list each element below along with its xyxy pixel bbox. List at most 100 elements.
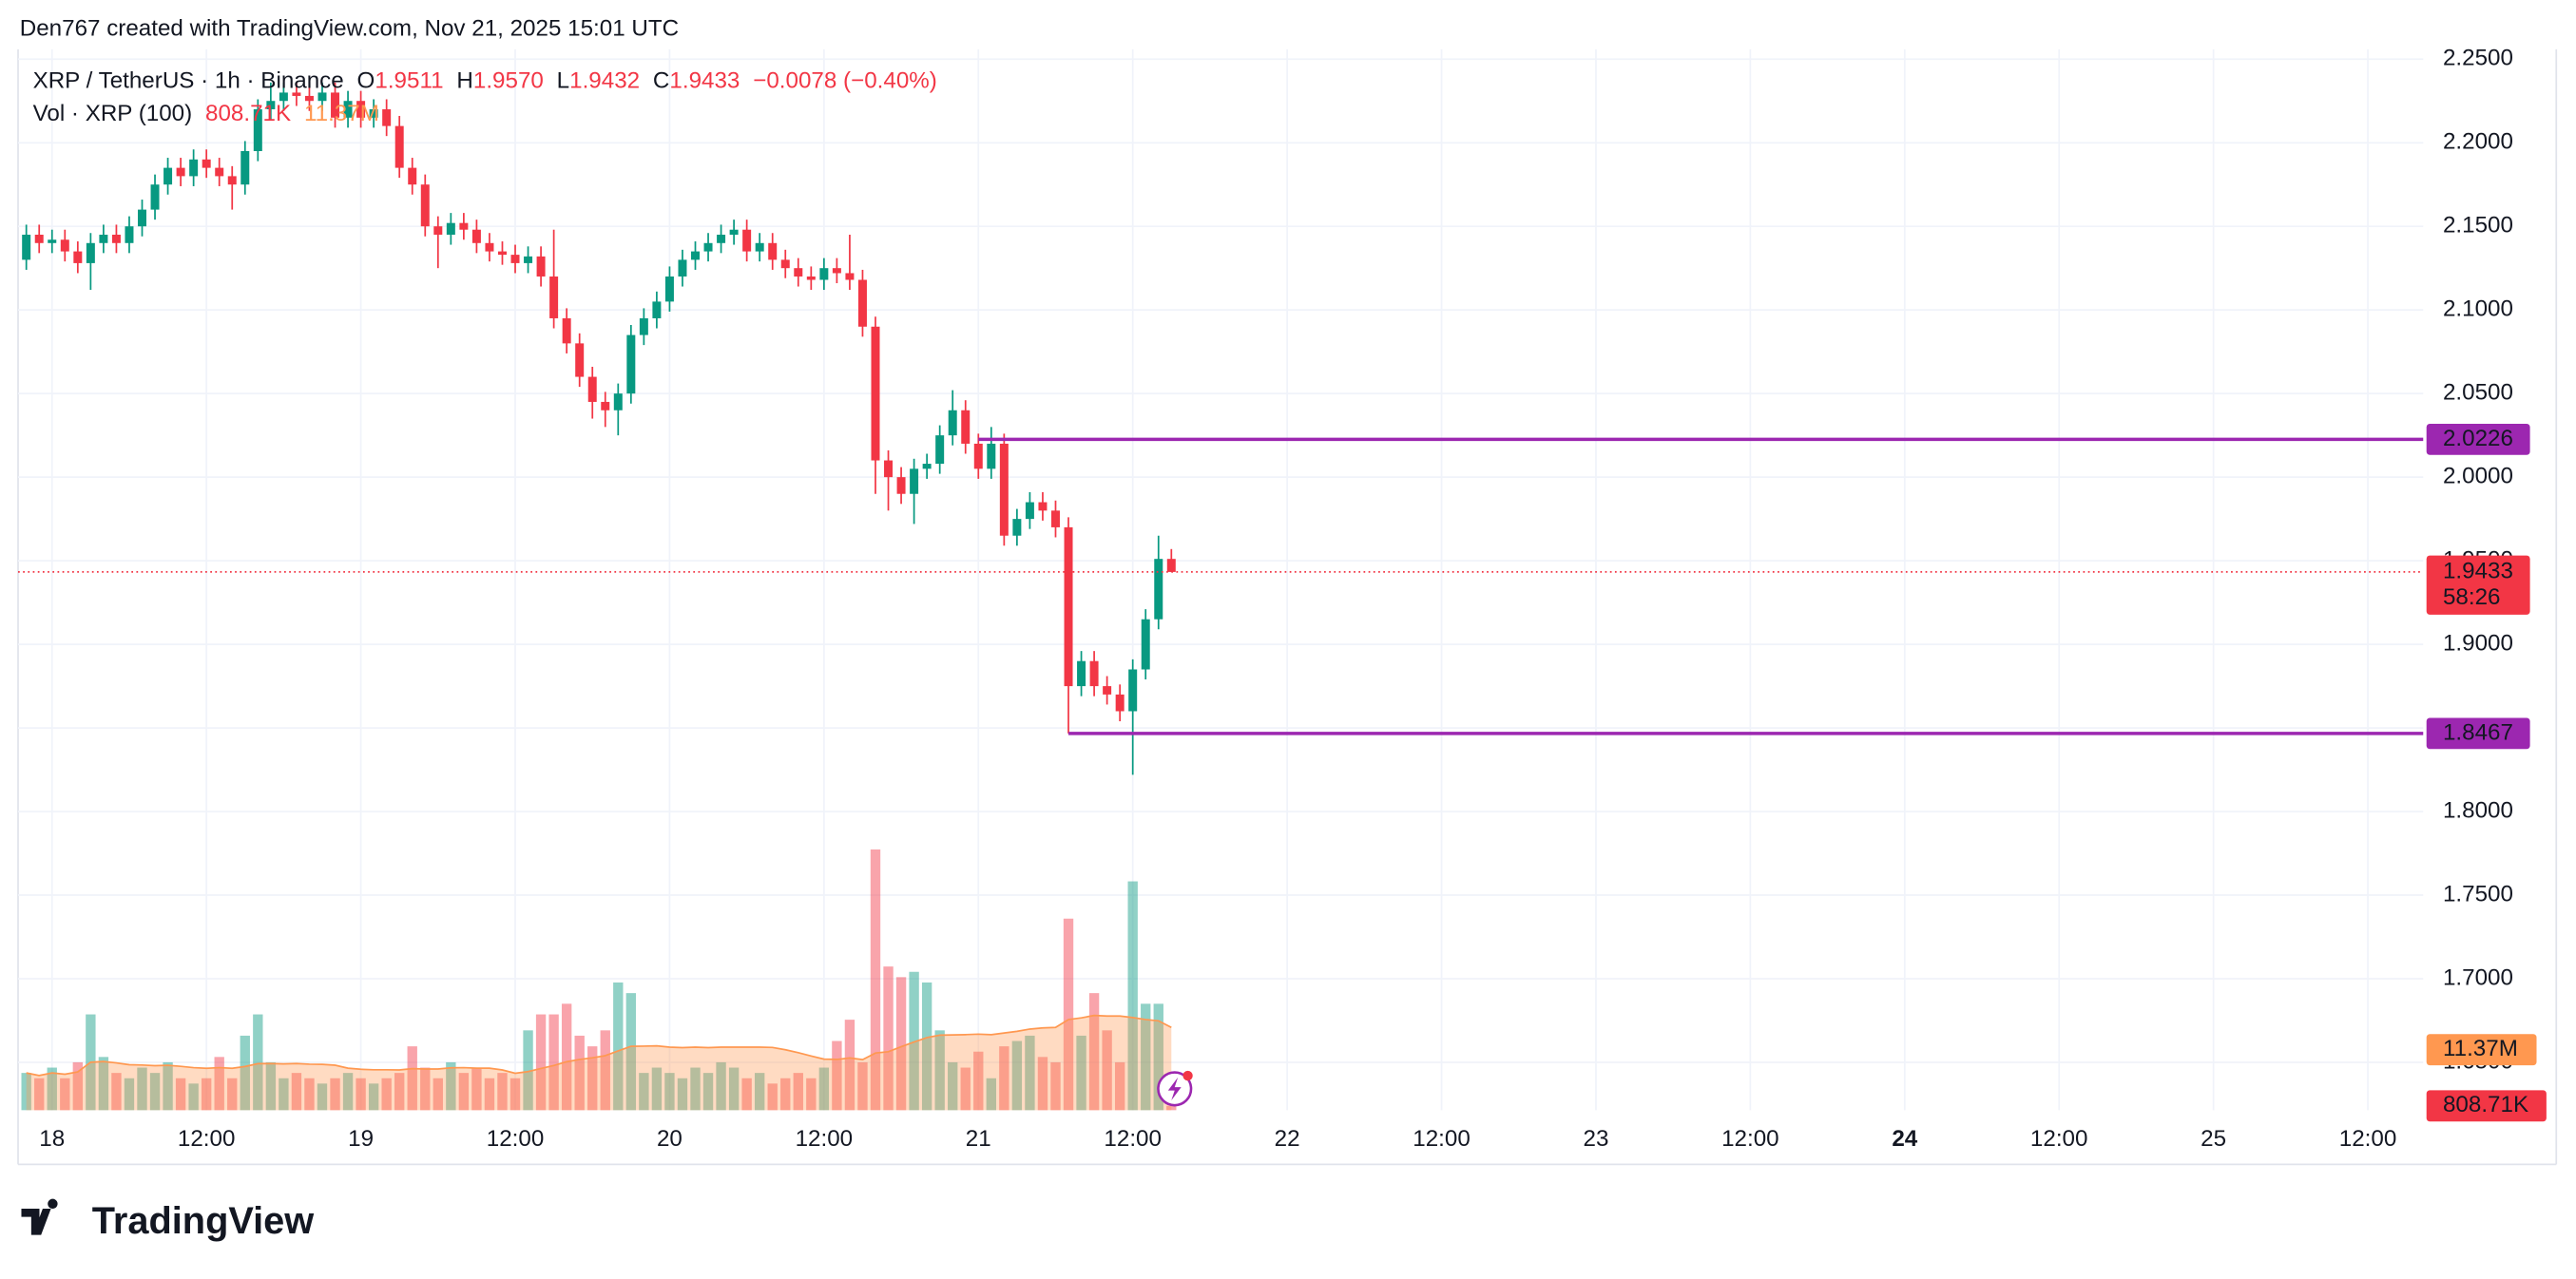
volume-bar [587,1046,598,1111]
volume-bar [446,1061,456,1111]
candle-body [857,279,867,327]
volume-bar [381,1078,392,1111]
replay-icon[interactable] [1157,1070,1193,1107]
y-tick-label: 2.2000 [2443,129,2513,155]
volume-bar [98,1057,109,1111]
volume-bar [342,1073,354,1111]
candle-body [1128,669,1138,712]
volume-bar [767,1083,778,1111]
candle-body [189,159,199,177]
candle-body [22,234,31,260]
volume-bar [895,977,907,1111]
candle-body [420,184,430,227]
legend-volume-ma: 11.37M [304,101,379,126]
y-tick-label: 1.8000 [2443,797,2513,823]
candle-body [215,167,224,177]
volume-bar [137,1067,147,1111]
candle-body [266,101,276,110]
candle-body [1050,510,1060,527]
price-line-label: 1.8467 [2443,719,2513,745]
volume-bar [253,1014,263,1111]
candle-body [1154,559,1163,620]
volume-bar [407,1046,417,1111]
volume-bar [600,1030,610,1111]
volume-bar [240,1035,250,1111]
volume-bar [317,1083,328,1111]
candle-body [536,256,546,277]
candle-body [317,92,327,102]
volume-bar [304,1078,315,1111]
volume-bar [806,1078,817,1111]
price-line-label: 2.0226 [2443,426,2513,451]
candle-body [99,234,108,243]
volume-ma-label: 11.37M [2443,1036,2518,1061]
candle-body [742,229,752,252]
volume-bar [34,1078,45,1111]
volume-bar [716,1061,726,1111]
x-tick-label: 12:00 [796,1126,854,1152]
candle-body [613,393,623,410]
x-tick-label: 25 [2201,1126,2226,1152]
candle-body [626,334,636,394]
volume-bar [960,1067,971,1111]
price-line-label-box [2426,717,2530,750]
candles [22,82,1176,775]
volume-bar [1141,1003,1151,1111]
x-tick-label: 20 [657,1126,682,1152]
volume-bar [484,1078,495,1111]
volume-bar [1076,1035,1086,1111]
current-price-box [2426,555,2530,615]
candle-body [369,109,378,118]
candle-body [910,468,919,494]
volume-bar [651,1067,663,1111]
volume-bar [1153,1003,1163,1111]
x-tick-label: 22 [1275,1126,1300,1152]
candle-body [922,464,932,469]
x-tick-label: 12:00 [1413,1126,1471,1152]
candle-body [780,259,790,269]
candle-body [935,435,945,465]
x-tick-label: 21 [966,1126,991,1152]
volume-bar [1050,1061,1061,1111]
candle-body [1115,694,1125,712]
volume-bar [999,1046,1009,1111]
volume-bar [523,1030,533,1111]
candle-body [279,92,288,102]
logo[interactable]: TradingView [21,1198,314,1242]
volume-ma-area [26,1015,1172,1111]
candle-body [433,226,443,235]
volume-bar [72,1061,84,1111]
candle-body [304,95,314,102]
volume-bar [780,1078,791,1111]
volume-bar [741,1078,752,1111]
volume-bar [265,1061,277,1111]
candle-body [343,101,353,118]
volume-ma-box [2426,1034,2537,1066]
candle-body [999,443,1009,536]
header: Den767 created with TradingView.com, Nov… [20,16,679,42]
volume-bar [844,1020,855,1111]
volume-bar [368,1083,379,1111]
candle-body [601,401,610,410]
candle-body [717,234,726,243]
volume-bar [279,1078,289,1111]
candle-body [1089,660,1099,687]
y-tick-label: 2.2500 [2443,46,2513,71]
candle-body [1064,526,1073,687]
candle-body [394,125,404,168]
candle-body [1077,660,1086,687]
volume-bar [832,1040,842,1111]
volume-bar [330,1078,340,1111]
candle-body [755,242,764,252]
volume-bar [163,1061,173,1111]
volume-bar [986,1078,996,1111]
legend-volume-last: 808.71K [205,101,291,126]
candle-body [356,101,366,118]
candle-body [1103,686,1112,695]
candle-body [34,234,44,243]
candle-body [125,226,134,243]
volume-bar [574,1035,585,1111]
volume-last-box [2426,1090,2547,1122]
